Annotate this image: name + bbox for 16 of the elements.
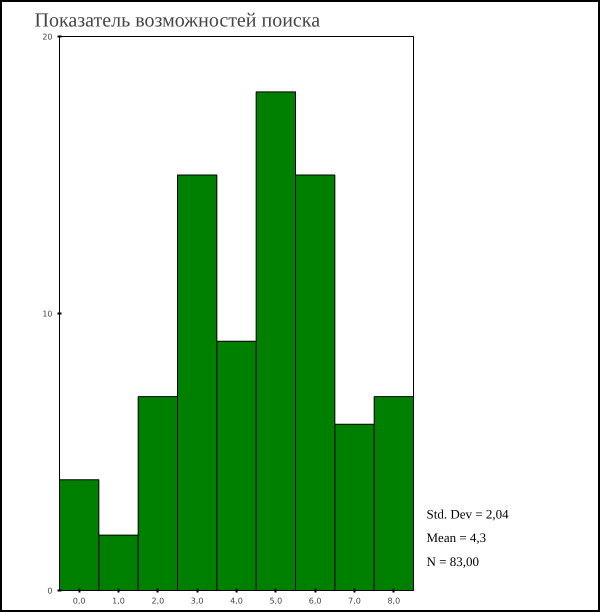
- x-tick-label: 2,0: [151, 596, 164, 606]
- y-tick-label: 20: [42, 32, 53, 42]
- chart-title: Показатель возможностей поиска: [34, 10, 320, 32]
- x-tick-label: 6,0: [308, 596, 322, 606]
- x-tick-label: 0,0: [72, 596, 86, 606]
- text: N = 83,00: [426, 554, 479, 569]
- text: Mean = 4,3: [426, 530, 486, 546]
- x-tick-label: 3,0: [190, 596, 204, 606]
- x-tick-label: 1,0: [112, 596, 125, 606]
- x-tick-label: 8,0: [387, 596, 400, 606]
- y-tick-label: 0: [47, 586, 53, 596]
- y-tick-label: 10: [42, 310, 53, 318]
- x-tick-label: 5,0: [269, 596, 282, 606]
- text: Std. Dev = 2,04: [426, 506, 510, 522]
- x-tick-label: 7,0: [348, 596, 361, 606]
- x-tick-label: 4,0: [230, 596, 243, 606]
